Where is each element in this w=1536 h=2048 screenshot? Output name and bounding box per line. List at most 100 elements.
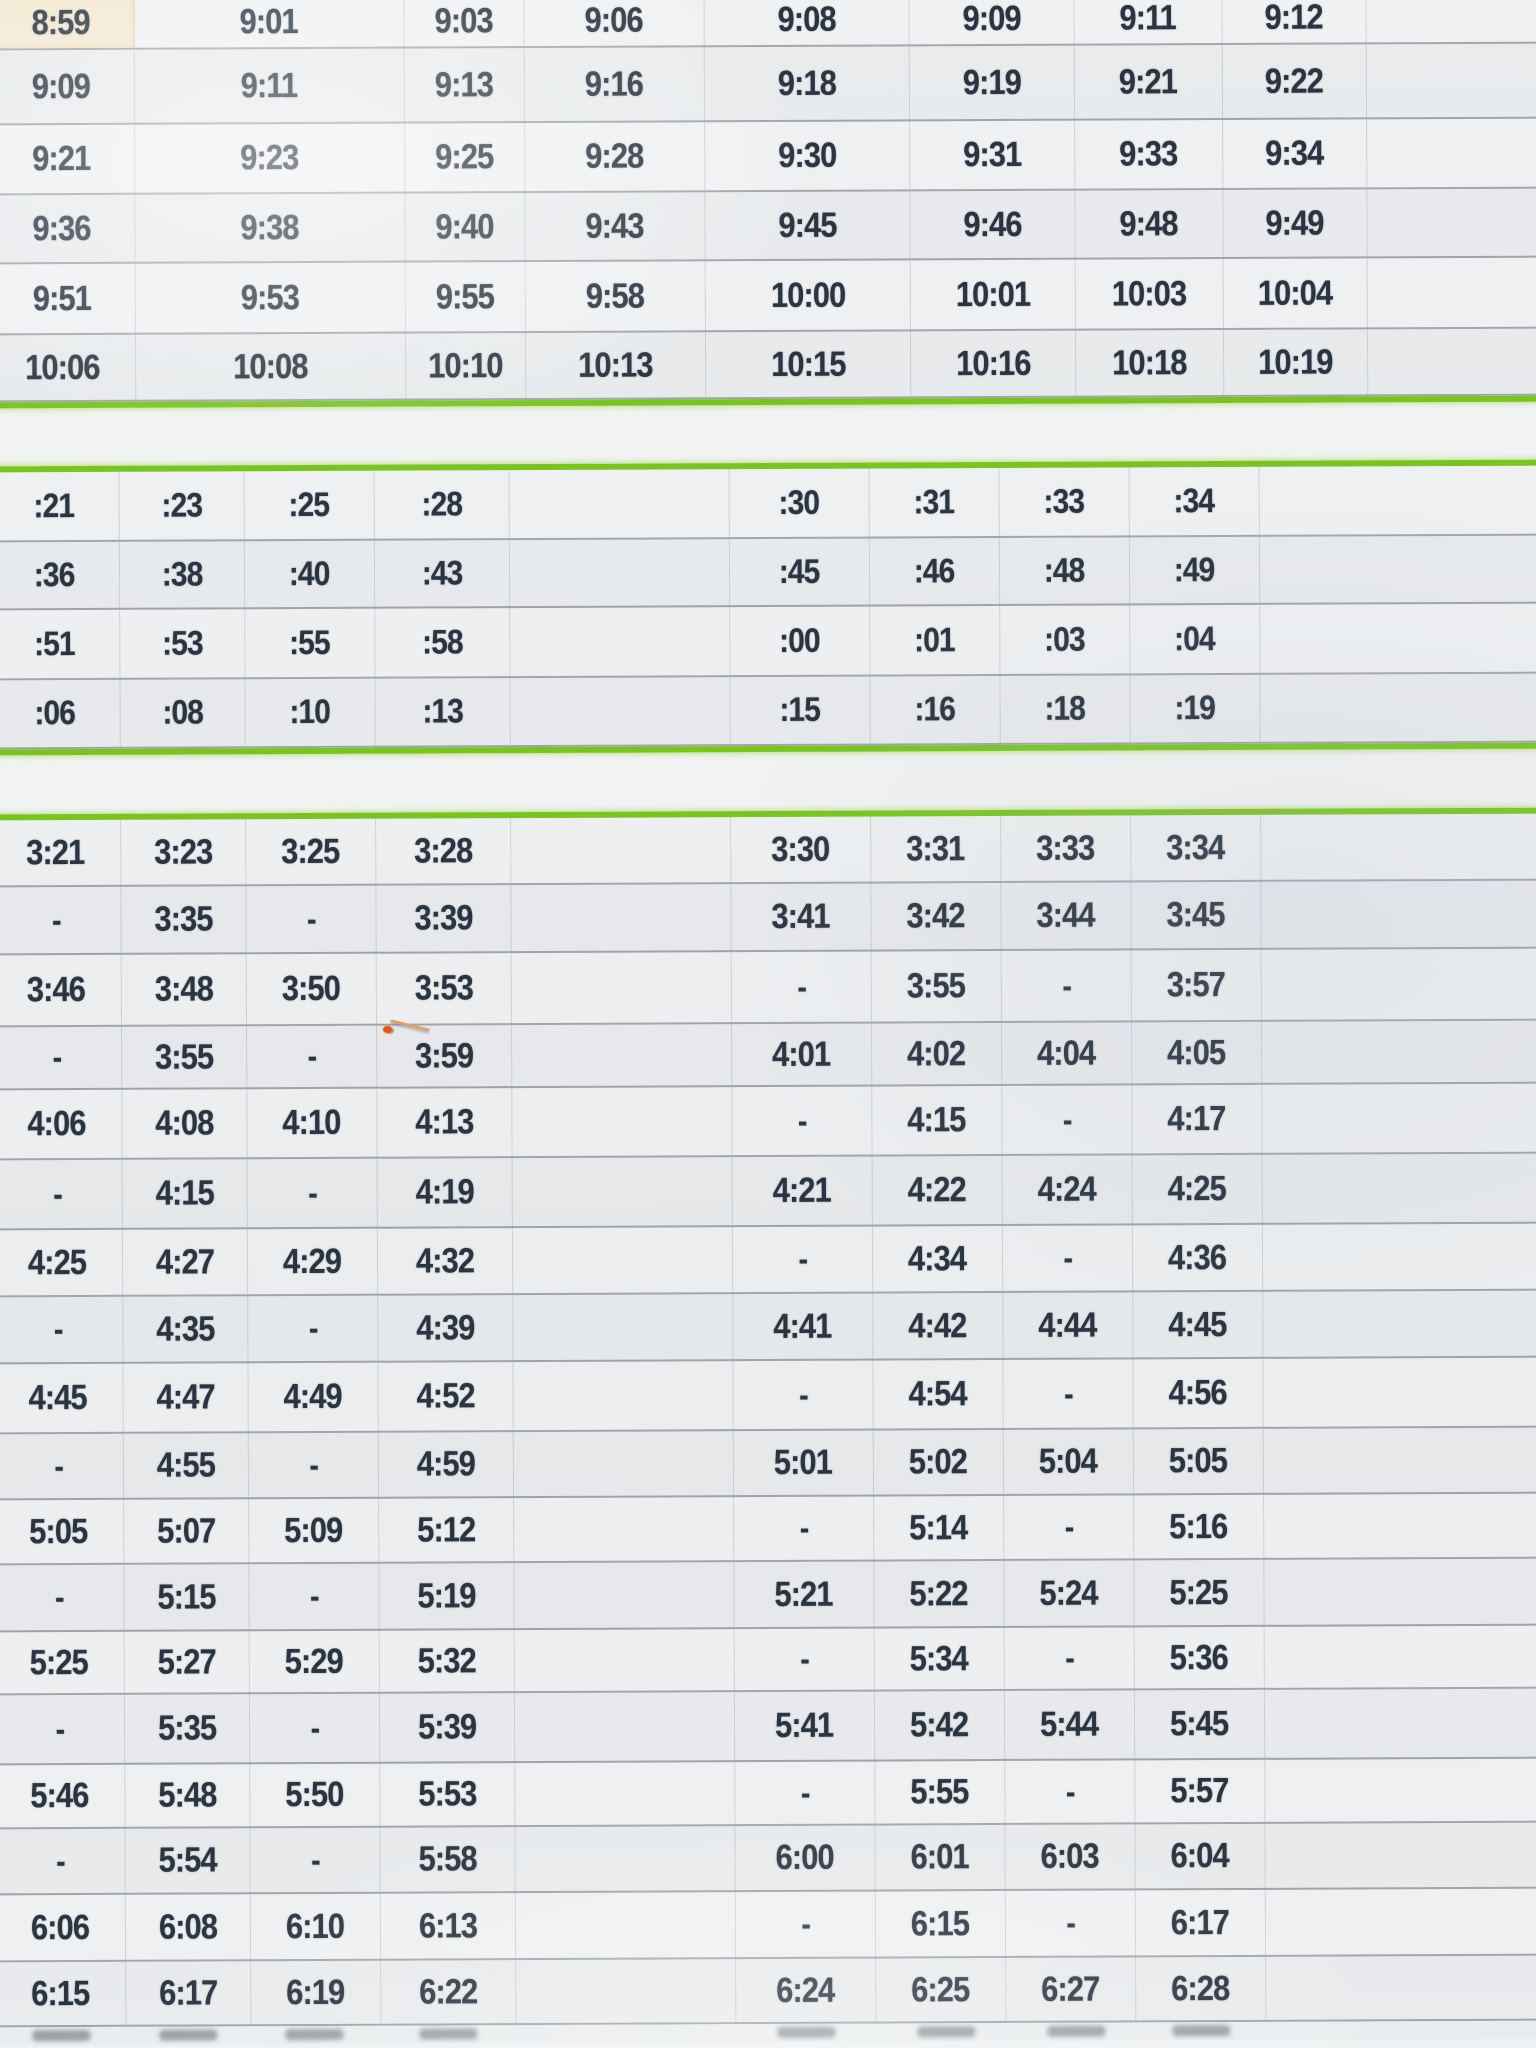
time-cell: 5:53 bbox=[380, 1763, 516, 1826]
time-cell: 3:23 bbox=[121, 819, 247, 885]
time-cell: 5:45 bbox=[1134, 1689, 1266, 1759]
time-text: 5:25 bbox=[1169, 1572, 1229, 1612]
time-text: 4:10 bbox=[282, 1102, 342, 1143]
time-text: :18 bbox=[1044, 689, 1086, 728]
time-cell: :01 bbox=[870, 605, 1001, 675]
time-cell: :00 bbox=[730, 606, 871, 676]
time-cell: 4:25 bbox=[1132, 1154, 1263, 1224]
time-text: :45 bbox=[779, 552, 820, 591]
no-stop-dash: - bbox=[0, 1159, 123, 1229]
time-cell: 5:54 bbox=[125, 1828, 251, 1893]
time-text: 4:39 bbox=[416, 1307, 475, 1348]
timetable-row: :51:53:55:58:00:01:03:04 bbox=[0, 603, 1536, 681]
time-cell: :43 bbox=[374, 540, 511, 607]
time-cell: 9:19 bbox=[909, 45, 1076, 120]
time-cell: 3:25 bbox=[246, 818, 377, 885]
time-text: - bbox=[1064, 1639, 1074, 1676]
empty-column bbox=[1260, 674, 1536, 742]
time-text: 9:11 bbox=[241, 65, 298, 105]
time-text: 4:19 bbox=[415, 1172, 474, 1212]
time-text: 6:06 bbox=[31, 1907, 90, 1947]
empty-column bbox=[510, 677, 731, 746]
time-text: 6:22 bbox=[419, 1971, 478, 2012]
time-text: - bbox=[54, 1579, 64, 1616]
time-text: :55 bbox=[289, 623, 331, 662]
time-cell: 4:35 bbox=[123, 1296, 249, 1362]
time-text: 9:43 bbox=[585, 206, 645, 246]
time-cell: 6:24 bbox=[736, 1958, 877, 2023]
timetable-row: 9:21 9:23 9:25 9:28 9:30 9:31 9:33 9:34 bbox=[0, 118, 1536, 196]
time-cell: 9:36 bbox=[0, 194, 136, 263]
time-text: 5:07 bbox=[157, 1510, 216, 1551]
empty-column bbox=[1263, 1224, 1536, 1290]
time-text: 6:10 bbox=[286, 1906, 345, 1946]
time-text: 9:53 bbox=[241, 277, 300, 317]
time-text: :19 bbox=[1174, 689, 1216, 728]
timetable-row: 9:36 9:38 9:40 9:43 9:45 9:46 9:48 9:49 bbox=[0, 188, 1536, 265]
time-cell: 9:22 bbox=[1222, 44, 1368, 119]
time-text: 3:35 bbox=[154, 899, 213, 939]
time-text: :21 bbox=[33, 486, 75, 525]
time-text: 9:22 bbox=[1265, 61, 1324, 101]
time-text: 4:25 bbox=[1168, 1169, 1227, 1209]
time-text: - bbox=[53, 1311, 63, 1348]
time-cell: :03 bbox=[1000, 605, 1131, 674]
timetable-row: 6:06 6:08 6:10 6:13 - 6:15 - 6:17 bbox=[0, 1888, 1536, 1963]
no-stop-dash: - bbox=[1004, 1495, 1135, 1559]
time-cell: 9:23 bbox=[135, 123, 406, 193]
time-cell: 9:40 bbox=[405, 193, 526, 261]
time-cell: :19 bbox=[1130, 674, 1261, 743]
time-text: 3:50 bbox=[282, 968, 341, 1009]
cut-off-digits-smudge bbox=[777, 2026, 836, 2038]
time-text: 5:19 bbox=[417, 1575, 476, 1616]
empty-column bbox=[511, 817, 732, 884]
time-text: :40 bbox=[289, 554, 330, 593]
time-text: 3:42 bbox=[906, 896, 966, 936]
time-text: 5:46 bbox=[30, 1775, 90, 1816]
time-text: 5:34 bbox=[910, 1638, 969, 1678]
empty-column bbox=[1260, 604, 1536, 673]
cut-off-digits-smudge bbox=[419, 2028, 478, 2040]
time-cell: 5:09 bbox=[249, 1498, 380, 1563]
empty-column bbox=[513, 1431, 735, 1497]
time-cell: 6:08 bbox=[125, 1894, 252, 1960]
time-text: 5:48 bbox=[158, 1775, 217, 1815]
time-cell: 4:19 bbox=[377, 1158, 513, 1227]
time-text: - bbox=[310, 1709, 319, 1746]
time-text: :28 bbox=[421, 484, 463, 524]
time-cell: 5:29 bbox=[249, 1630, 380, 1693]
time-cell: 5:04 bbox=[1003, 1429, 1135, 1494]
time-text: :06 bbox=[34, 694, 76, 733]
time-text: 4:47 bbox=[156, 1377, 215, 1417]
time-text: 9:25 bbox=[435, 137, 494, 177]
time-cell: 6:13 bbox=[380, 1893, 517, 1959]
time-text: 9:09 bbox=[31, 66, 91, 106]
time-text: 4:56 bbox=[1168, 1373, 1228, 1413]
time-text: 9:13 bbox=[435, 64, 494, 104]
time-text: - bbox=[797, 1102, 807, 1139]
empty-column bbox=[511, 952, 732, 1024]
time-cell: 5:41 bbox=[734, 1691, 876, 1761]
time-text: :49 bbox=[1174, 550, 1215, 589]
time-text: 6:17 bbox=[159, 1972, 218, 2013]
time-cell: 3:45 bbox=[1131, 881, 1262, 949]
empty-column bbox=[514, 1629, 735, 1692]
time-cell: 5:32 bbox=[379, 1630, 515, 1692]
timetable-row: - 3:35 - 3:39 3:41 3:42 3:44 3:45 bbox=[0, 880, 1536, 956]
time-cell: 5:21 bbox=[734, 1561, 875, 1628]
timetable-row: :36:38:40:43:45:46:48:49 bbox=[0, 535, 1536, 611]
time-text: 3:25 bbox=[281, 831, 340, 871]
time-text: 5:32 bbox=[417, 1640, 476, 1681]
time-cell: 6:28 bbox=[1136, 1956, 1267, 2021]
timetable-row: 9:51 9:53 9:55 9:58 10:00 10:01 10:03 10:04 bbox=[0, 257, 1536, 336]
time-text: 4:34 bbox=[908, 1238, 967, 1278]
empty-column bbox=[514, 1497, 735, 1562]
time-text: :30 bbox=[778, 483, 820, 522]
time-text: 4:42 bbox=[908, 1305, 967, 1345]
time-cell: 10:10 bbox=[405, 333, 527, 399]
no-stop-dash: - bbox=[1001, 950, 1132, 1021]
time-cell: 3:33 bbox=[1001, 815, 1132, 881]
cut-off-digits-smudge bbox=[32, 2029, 91, 2042]
time-cell: 4:52 bbox=[378, 1362, 514, 1431]
